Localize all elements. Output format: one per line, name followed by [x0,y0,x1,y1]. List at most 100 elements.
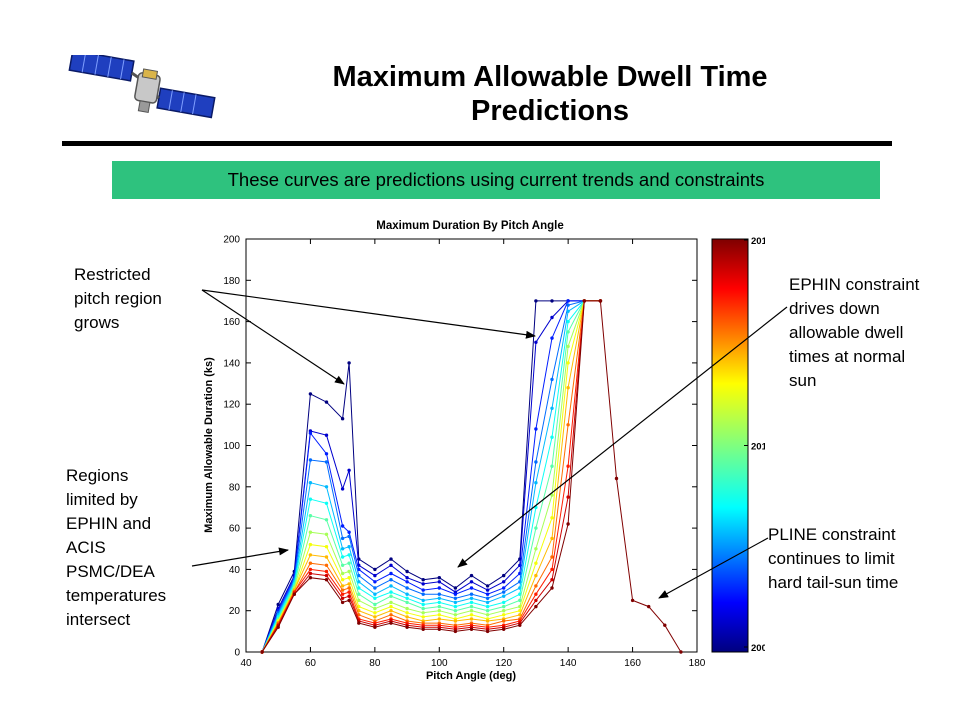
series-point [309,481,312,484]
series-point [422,578,425,581]
series-point [373,615,376,618]
series-point [486,609,489,612]
series-point [438,605,441,608]
series-point [347,361,350,364]
series-point [534,526,537,529]
note-regions: Regions limited by EPHIN and ACIS PSMC/D… [66,464,166,632]
series-point [534,427,537,430]
x-tick-label: 80 [369,658,381,669]
series-point [325,545,328,548]
series-point [325,485,328,488]
series-point [373,574,376,577]
series-point [438,593,441,596]
series-point [470,605,473,608]
series-point [486,593,489,596]
series-point [309,498,312,501]
series-point [373,597,376,600]
series-point [566,320,569,323]
series-point [389,605,392,608]
pline-series-point [679,650,682,653]
series-point [502,613,505,616]
series-point [389,557,392,560]
plot-frame [246,239,697,652]
series-point [309,543,312,546]
series-point [566,386,569,389]
series-point [341,537,344,540]
series-point [373,607,376,610]
series-point [534,299,537,302]
series-point [341,584,344,587]
series-point [534,574,537,577]
series-point [405,586,408,589]
x-tick-label: 160 [624,658,641,669]
series-point [347,553,350,556]
series-point [325,564,328,567]
series-point [325,574,328,577]
series-point [438,601,441,604]
series-point [347,531,350,534]
series-point [405,570,408,573]
series-point [550,516,553,519]
series-point [325,460,328,463]
series-point [405,611,408,614]
series-point [550,555,553,558]
series-point [347,599,350,602]
series-point [389,613,392,616]
series-point [422,607,425,610]
series-point [454,597,457,600]
series-point [486,601,489,604]
series-point [341,547,344,550]
series-point [566,303,569,306]
series-point [405,576,408,579]
slide-title: Maximum Allowable Dwell Time Predictions [250,60,850,128]
series-point [389,572,392,575]
series-point [373,611,376,614]
series-point [405,601,408,604]
series-point [470,601,473,604]
series-point [325,502,328,505]
series-point [438,586,441,589]
slide-title-line2: Predictions [250,94,850,128]
series-point [373,593,376,596]
series-point [405,597,408,600]
y-axis-label: Maximum Allowable Duration (ks) [203,357,215,533]
series-point [309,458,312,461]
series-point [309,562,312,565]
series-point [502,574,505,577]
colorbar-label: 2011:272 [751,442,765,453]
pline-series-point [631,599,634,602]
series-point [454,613,457,616]
series-point [486,597,489,600]
x-tick-label: 100 [431,658,448,669]
series-point [325,518,328,521]
series-point [470,586,473,589]
series-point [534,599,537,602]
series-point [566,522,569,525]
series-point [277,626,280,629]
series-point [438,580,441,583]
series-point [325,434,328,437]
series-point [502,605,505,608]
series-point [566,361,569,364]
y-tick-label: 80 [229,482,241,493]
series-point [309,553,312,556]
series-point [341,597,344,600]
series-point [454,609,457,612]
series-point [347,469,350,472]
series-point [486,605,489,608]
series-point [502,601,505,604]
series-point [422,611,425,614]
series-point [389,590,392,593]
series-point [309,576,312,579]
series-point [405,615,408,618]
series-point [373,568,376,571]
series-point [347,590,350,593]
series-point [550,537,553,540]
series-point [550,378,553,381]
series-point [454,619,457,622]
series-point [341,524,344,527]
x-tick-label: 60 [305,658,317,669]
series-point [502,628,505,631]
series-point [347,582,350,585]
series-point [550,316,553,319]
